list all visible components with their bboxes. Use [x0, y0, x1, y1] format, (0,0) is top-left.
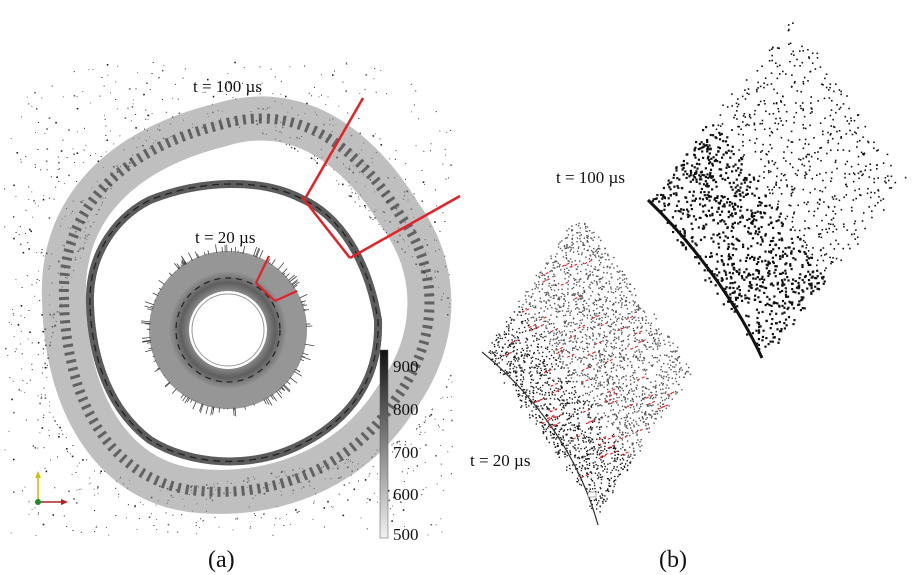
wedge-20us-edge [481, 351, 599, 526]
inner-ring-dashed [175, 277, 281, 383]
panel-b: t = 100 µs t = 20 µs (b) [470, 15, 907, 573]
red-sector-inner [255, 255, 298, 303]
wedge-100us [650, 15, 905, 358]
colorbar-tick-500: 500 [393, 525, 419, 544]
panel-b-caption: (b) [659, 547, 687, 573]
colorbar-tick-600: 600 [393, 485, 419, 504]
time-label-lower: t = 20 µs [470, 451, 530, 470]
red-sector-outer [301, 97, 461, 260]
panel-a-caption: (a) [208, 547, 235, 573]
colorbar-ticks: 900 800 700 600 500 [393, 357, 419, 544]
debris-cloud-100us [651, 22, 907, 351]
debris-cloud-20us [488, 222, 692, 513]
axes-triad-icon [35, 471, 68, 505]
wedge-100us-edge [646, 198, 764, 359]
velocity-vectors [504, 259, 677, 479]
shell-dashed-line-100us [89, 183, 379, 463]
inner-ring-fringe [141, 244, 315, 417]
inner-ring-dark [149, 251, 307, 409]
inner-hole [191, 293, 265, 367]
colorbar-tick-700: 700 [393, 443, 419, 462]
colorbar-tick-900: 900 [393, 357, 419, 376]
colorbar-tick-800: 800 [393, 400, 419, 419]
panel-a: t = 100 µs t = 20 µs 900 800 700 600 500… [4, 61, 461, 573]
time-label-inner: t = 20 µs [195, 228, 255, 247]
outer-fragment-band [41, 96, 452, 514]
scale-marker [587, 491, 597, 498]
time-label-upper: t = 100 µs [556, 168, 625, 187]
inner-ring-20us [149, 251, 307, 409]
colorbar [379, 349, 389, 539]
time-label-outer: t = 100 µs [193, 77, 262, 96]
